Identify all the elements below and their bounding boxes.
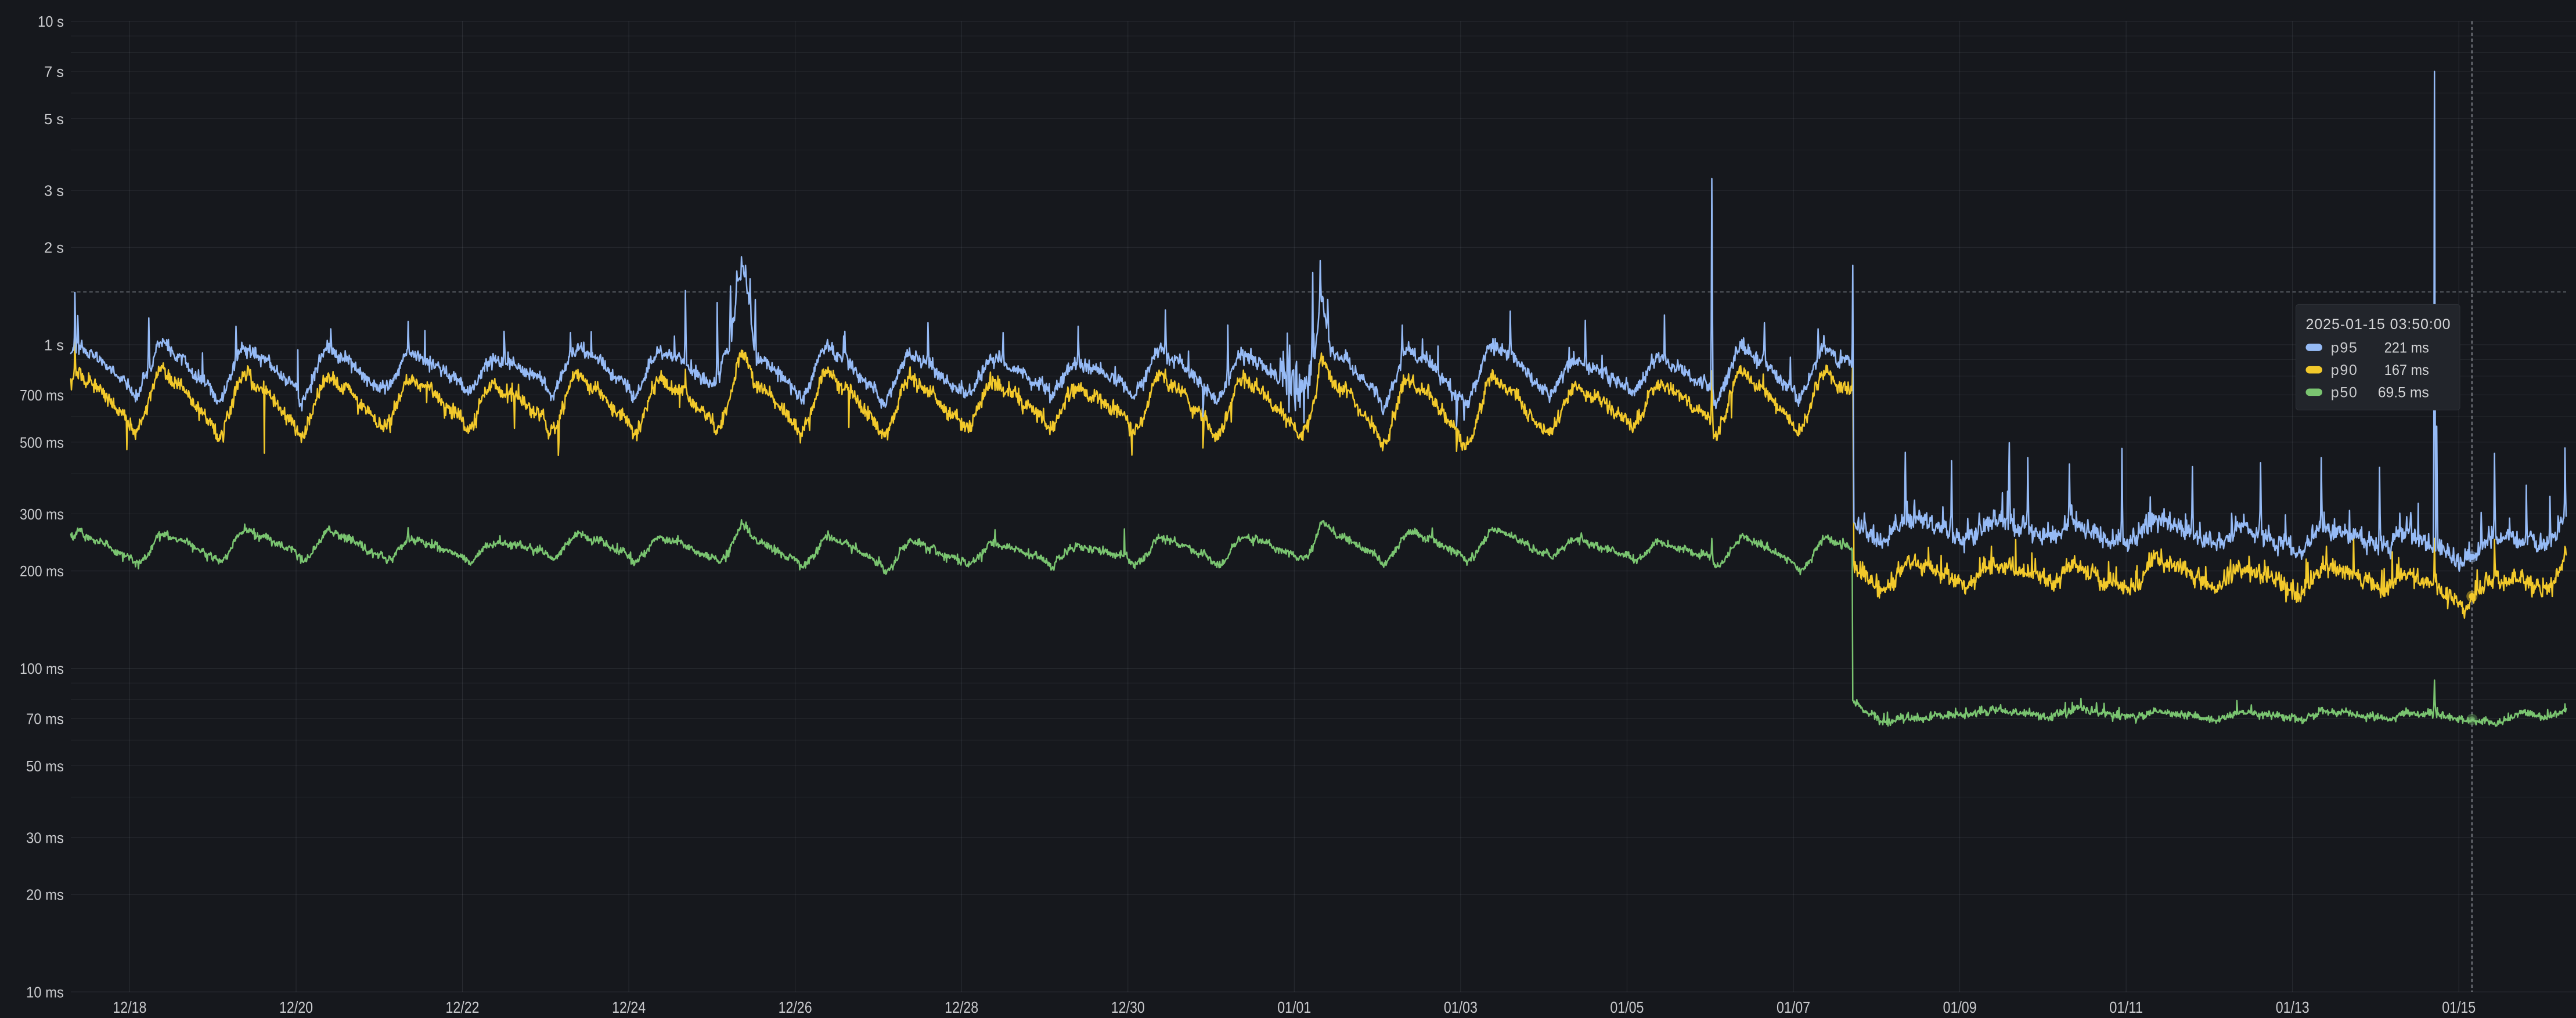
svg-text:20 ms: 20 ms (26, 886, 64, 904)
svg-text:3 s: 3 s (44, 182, 64, 200)
svg-text:01/09: 01/09 (1943, 998, 1977, 1016)
svg-text:12/20: 12/20 (279, 998, 313, 1016)
svg-text:01/03: 01/03 (1444, 998, 1478, 1016)
svg-text:p90: p90 (2331, 362, 2357, 378)
svg-text:300 ms: 300 ms (20, 506, 64, 523)
svg-text:01/11: 01/11 (2109, 998, 2143, 1016)
svg-text:500 ms: 500 ms (20, 434, 64, 451)
svg-text:2 s: 2 s (44, 239, 64, 257)
svg-text:01/01: 01/01 (1277, 998, 1311, 1016)
svg-text:10 s: 10 s (38, 13, 64, 30)
svg-text:70 ms: 70 ms (26, 710, 64, 727)
svg-text:221 ms: 221 ms (2384, 340, 2429, 356)
svg-text:01/07: 01/07 (1777, 998, 1810, 1016)
svg-text:12/24: 12/24 (612, 998, 646, 1016)
svg-text:700 ms: 700 ms (20, 387, 64, 404)
svg-text:100 ms: 100 ms (20, 660, 64, 677)
svg-text:30 ms: 30 ms (26, 829, 64, 847)
svg-text:12/18: 12/18 (113, 998, 146, 1016)
svg-text:12/30: 12/30 (1111, 998, 1145, 1016)
svg-text:12/26: 12/26 (779, 998, 812, 1016)
svg-text:1 s: 1 s (44, 337, 64, 354)
svg-text:167 ms: 167 ms (2384, 362, 2429, 378)
svg-text:01/15: 01/15 (2442, 998, 2476, 1016)
svg-text:7 s: 7 s (44, 63, 64, 80)
svg-text:50 ms: 50 ms (26, 757, 64, 775)
svg-text:2025-01-15 03:50:00: 2025-01-15 03:50:00 (2306, 316, 2451, 333)
svg-text:01/13: 01/13 (2276, 998, 2310, 1016)
svg-text:69.5 ms: 69.5 ms (2378, 385, 2429, 401)
svg-text:p50: p50 (2331, 385, 2357, 401)
svg-text:01/05: 01/05 (1610, 998, 1644, 1016)
svg-text:12/28: 12/28 (945, 998, 978, 1016)
svg-text:5 s: 5 s (44, 110, 64, 128)
svg-text:12/22: 12/22 (446, 998, 480, 1016)
svg-text:200 ms: 200 ms (20, 562, 64, 580)
svg-text:10 ms: 10 ms (26, 984, 64, 1001)
svg-text:p95: p95 (2331, 340, 2357, 356)
